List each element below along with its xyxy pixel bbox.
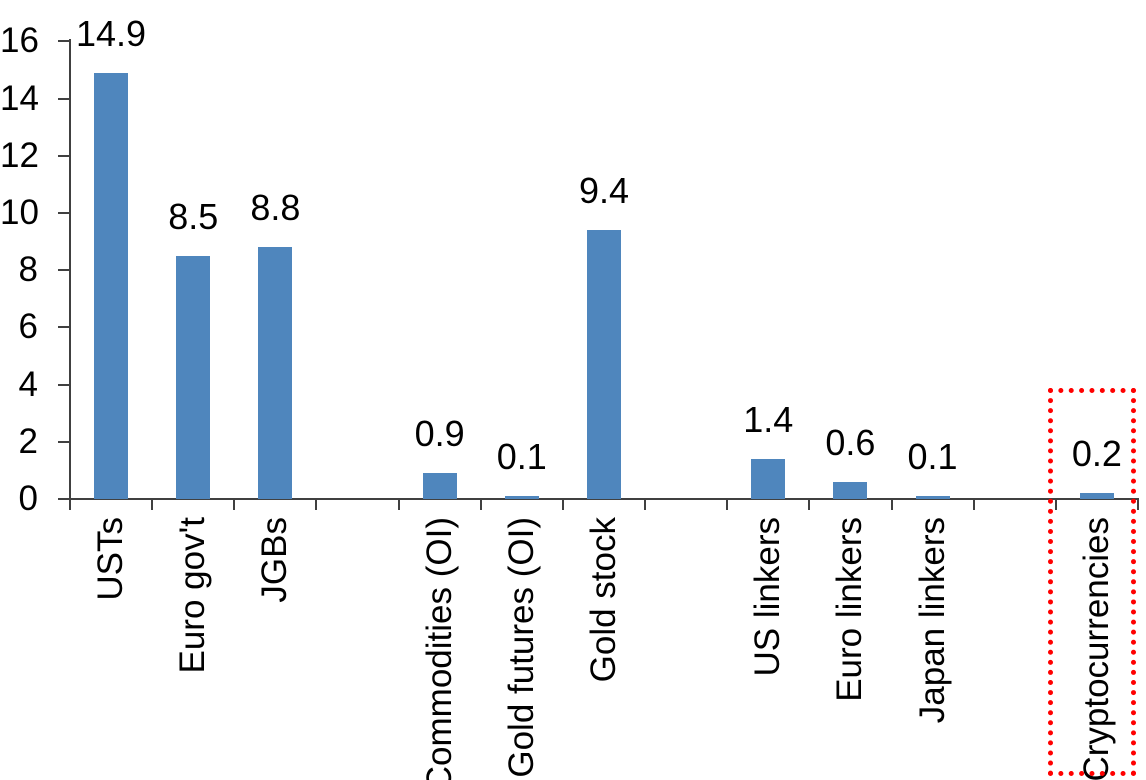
y-axis-tick-label: 12	[0, 135, 39, 175]
bar	[258, 247, 293, 499]
y-axis-tick	[58, 40, 69, 43]
x-axis-tick	[808, 500, 811, 510]
bar	[915, 496, 950, 499]
category-label: Japan linkers	[912, 517, 952, 724]
bar	[422, 473, 457, 499]
bar-value-label: 1.4	[743, 398, 794, 440]
category-label: US linkers	[748, 517, 788, 677]
x-axis-tick	[479, 500, 482, 510]
y-axis-tick-label: 2	[18, 421, 38, 461]
x-axis-tick	[233, 500, 236, 510]
bar-value-label: 9.4	[578, 170, 629, 212]
y-axis-tick	[58, 269, 69, 272]
y-axis-tick	[58, 154, 69, 157]
category-label: Gold futures (OI)	[501, 517, 541, 778]
category-label: JGBs	[255, 517, 295, 603]
x-axis-tick	[561, 500, 564, 510]
y-axis-tick	[58, 440, 69, 443]
y-axis-tick-label: 6	[18, 307, 38, 347]
y-axis-tick-label: 14	[0, 78, 39, 118]
category-label: Gold stock	[583, 517, 623, 683]
x-axis-tick	[1054, 500, 1057, 510]
x-axis-tick	[972, 500, 975, 510]
highlight-box	[1047, 388, 1136, 776]
y-axis-tick-label: 10	[0, 193, 39, 232]
bar	[176, 255, 211, 499]
y-axis-tick	[58, 326, 69, 329]
bar-value-label: 8.5	[168, 195, 219, 237]
y-axis-tick	[58, 212, 69, 214]
x-axis-line	[69, 498, 1139, 500]
bar-value-label: 8.8	[250, 187, 301, 229]
y-axis-tick-label: 0	[18, 479, 38, 518]
y-axis-tick-label: 4	[18, 364, 38, 404]
y-axis-tick	[58, 97, 69, 100]
y-axis-tick-label: 16	[0, 21, 39, 61]
x-axis-tick	[397, 500, 400, 510]
bar	[586, 230, 621, 499]
bar-value-label: 0.2	[1071, 433, 1122, 475]
bar	[1079, 493, 1114, 499]
category-label: Commodities (OI)	[419, 517, 459, 780]
y-axis-tick	[58, 383, 69, 386]
bar	[751, 458, 786, 499]
bar-value-label: 0.1	[496, 436, 547, 478]
x-axis-tick	[151, 500, 154, 510]
x-axis-tick	[726, 500, 729, 510]
x-axis-tick	[1136, 500, 1139, 510]
category-label: USTs	[91, 517, 131, 601]
bar	[833, 481, 868, 499]
y-axis-tick-label: 8	[18, 250, 38, 290]
x-axis-tick	[315, 500, 318, 510]
bar-value-label: 0.9	[414, 413, 465, 455]
bar-value-label: 0.1	[907, 436, 958, 478]
category-label: Euro gov't	[173, 517, 213, 674]
bar-value-label: 14.9	[76, 12, 147, 54]
y-axis-line	[69, 39, 71, 501]
bar	[94, 72, 129, 499]
bar-value-label: 0.6	[825, 421, 876, 463]
x-axis-tick	[890, 500, 893, 510]
x-axis-tick	[644, 500, 647, 510]
bar	[504, 496, 539, 499]
category-label: Euro linkers	[830, 517, 870, 702]
y-axis-tick	[58, 498, 69, 500]
x-axis-tick	[69, 500, 71, 510]
